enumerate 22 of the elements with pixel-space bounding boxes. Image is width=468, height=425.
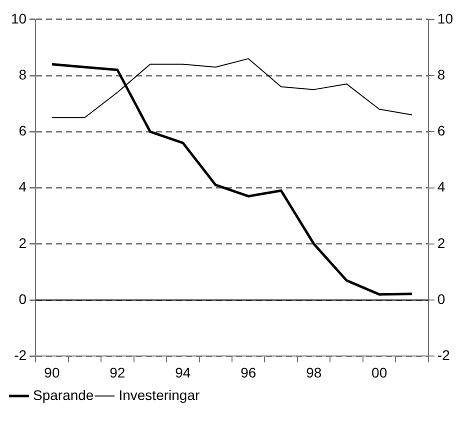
legend-label: Sparande [33, 386, 94, 403]
x-tick-label: 98 [306, 364, 322, 380]
y2-tick-label: 10 [10, 10, 27, 26]
legend-label: Investeringar [118, 386, 200, 403]
x-tick-label: 92 [110, 364, 126, 380]
y2-tick-label: -2 [14, 347, 27, 364]
y-tick-label: 0 [437, 290, 446, 307]
y-tick-label: 4 [437, 178, 446, 195]
y-tick-label: 10 [437, 10, 454, 26]
y2-tick-label: 2 [18, 234, 27, 251]
y2-tick-label: 8 [18, 66, 27, 82]
x-tick-label: 90 [44, 364, 60, 380]
y-tick-label: 2 [437, 234, 446, 251]
y2-tick-label: 6 [18, 122, 27, 139]
y-tick-label: 6 [437, 122, 446, 139]
x-tick-label: 96 [240, 364, 256, 380]
y2-tick-label: 0 [18, 290, 27, 307]
y-tick-label: -2 [437, 347, 450, 364]
y2-tick-label: 4 [18, 178, 27, 195]
y-tick-label: 8 [437, 66, 446, 82]
x-tick-label: 00 [372, 364, 388, 380]
x-tick-label: 94 [175, 364, 191, 380]
